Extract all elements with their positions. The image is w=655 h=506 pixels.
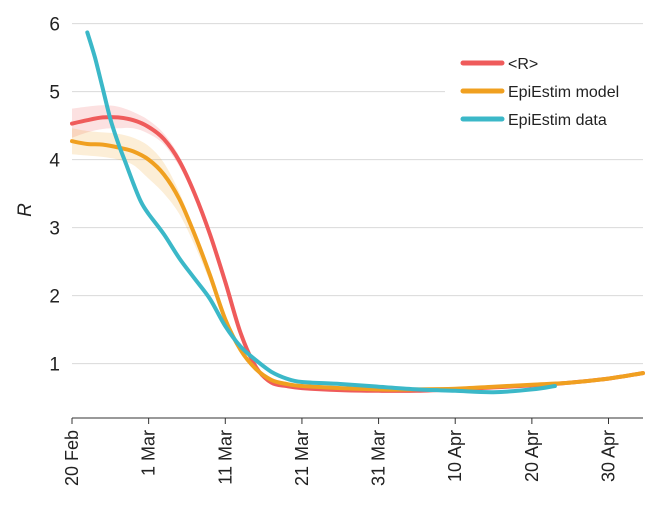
y-tick-label: 6 — [49, 15, 60, 36]
series-line-1 — [70, 139, 645, 392]
x-tick-label: 31 Mar — [369, 430, 389, 486]
x-tick-label: 11 Mar — [215, 430, 235, 485]
x-tick-label: 20 Feb — [62, 430, 82, 486]
legend-label: EpiEstim data — [508, 112, 607, 129]
x-tick-label: 20 Apr — [522, 430, 542, 482]
y-tick-label: 2 — [49, 287, 60, 308]
x-tick-label: 30 Apr — [599, 430, 619, 482]
confidence-band — [72, 128, 643, 391]
y-tick-label: 4 — [49, 151, 60, 172]
confidence-bands — [72, 105, 643, 393]
legend-label: EpiEstim model — [508, 84, 619, 101]
confidence-band — [72, 105, 643, 393]
y-tick-label: 5 — [49, 83, 60, 104]
y-tick-label: 1 — [49, 355, 60, 376]
y-axis-label: R — [15, 203, 36, 217]
legend-label: <R> — [508, 56, 538, 73]
x-tick-label: 21 Mar — [292, 430, 312, 486]
legend: <R> EpiEstim model EpiEstim data — [445, 46, 645, 136]
axes: 1 2 3 4 5 6 20 Feb 1 Mar 11 Mar 21 Mar 31 Mar 10 Ap… — [49, 15, 643, 486]
x-tick-label: 10 Apr — [445, 430, 465, 482]
y-tick-label: 3 — [49, 219, 60, 240]
series-line-2 — [85, 30, 557, 395]
series-lines — [70, 30, 645, 395]
gridlines — [72, 23, 643, 365]
x-tick-label: 1 Mar — [139, 430, 159, 476]
